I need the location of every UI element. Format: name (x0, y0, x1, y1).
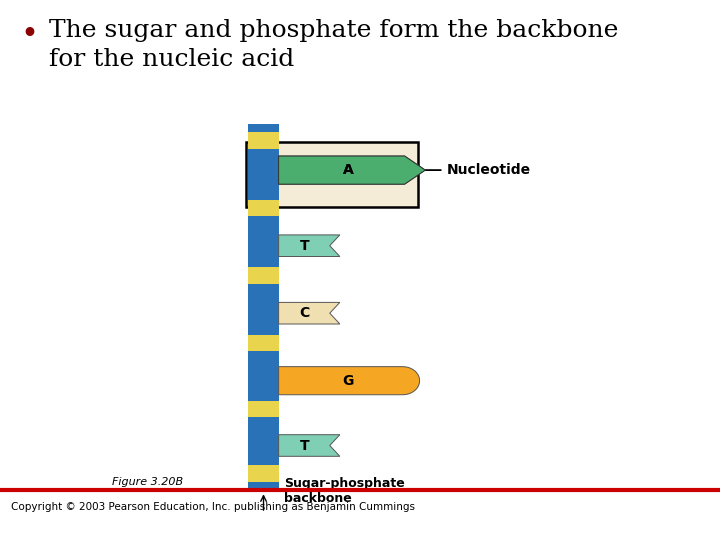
Text: A: A (343, 163, 354, 177)
Text: T: T (300, 438, 309, 453)
Text: Nucleotide: Nucleotide (425, 163, 531, 177)
Text: Sugar-phosphate
backbone: Sugar-phosphate backbone (284, 477, 405, 505)
Polygon shape (279, 156, 426, 184)
FancyBboxPatch shape (246, 142, 418, 207)
Bar (248, 465, 279, 482)
Bar (248, 401, 279, 417)
Bar (248, 132, 279, 149)
Bar (248, 200, 279, 216)
Polygon shape (279, 235, 340, 256)
Text: T: T (300, 239, 309, 253)
Text: The sugar and phosphate form the backbone
for the nucleic acid: The sugar and phosphate form the backbon… (49, 19, 618, 71)
Bar (248, 335, 279, 351)
Polygon shape (279, 435, 340, 456)
Bar (248, 267, 279, 284)
Polygon shape (279, 156, 426, 184)
Text: A: A (343, 163, 354, 177)
Text: C: C (300, 306, 310, 320)
Text: •: • (22, 22, 37, 45)
Text: G: G (342, 374, 354, 388)
Bar (248, 124, 279, 489)
Text: Figure 3.20B: Figure 3.20B (112, 477, 183, 488)
Polygon shape (279, 302, 340, 324)
Text: Copyright © 2003 Pearson Education, Inc. publishing as Benjamin Cummings: Copyright © 2003 Pearson Education, Inc.… (11, 502, 415, 512)
Polygon shape (279, 367, 420, 395)
